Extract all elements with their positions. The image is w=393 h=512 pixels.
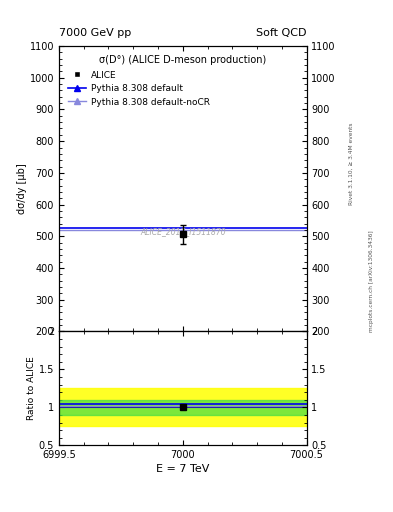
Y-axis label: dσ/dy [μb]: dσ/dy [μb]: [17, 163, 27, 214]
Text: Rivet 3.1.10, ≥ 3.4M events: Rivet 3.1.10, ≥ 3.4M events: [349, 122, 354, 205]
Text: mcplots.cern.ch [arXiv:1306.3436]: mcplots.cern.ch [arXiv:1306.3436]: [369, 231, 374, 332]
Text: 7000 GeV pp: 7000 GeV pp: [59, 28, 131, 37]
Y-axis label: Ratio to ALICE: Ratio to ALICE: [27, 356, 36, 420]
Text: ALICE_2017_I1511870: ALICE_2017_I1511870: [140, 227, 226, 236]
X-axis label: E = 7 TeV: E = 7 TeV: [156, 464, 209, 475]
Text: σ(D°) (ALICE D-meson production): σ(D°) (ALICE D-meson production): [99, 55, 266, 65]
Bar: [59, 389, 307, 426]
Legend: ALICE, Pythia 8.308 default, Pythia 8.308 default-noCR: ALICE, Pythia 8.308 default, Pythia 8.30…: [68, 71, 210, 106]
Bar: [59, 400, 307, 415]
Text: Soft QCD: Soft QCD: [256, 28, 307, 37]
